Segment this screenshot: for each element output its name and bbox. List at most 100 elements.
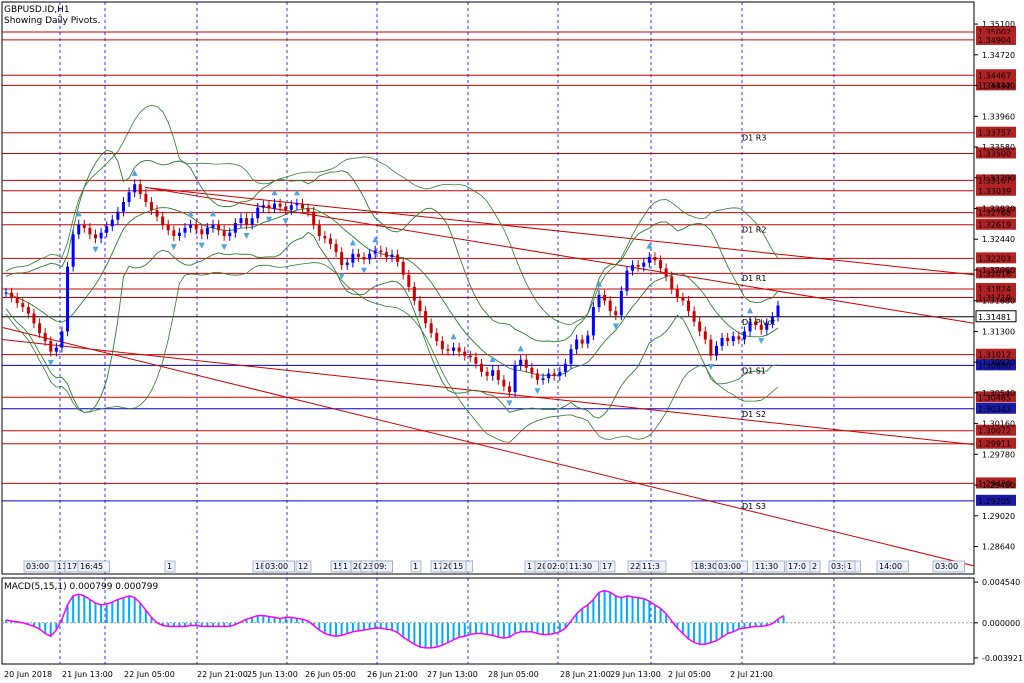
candle-body xyxy=(38,323,42,334)
fractal-up-marker xyxy=(489,355,496,362)
candle-body xyxy=(228,232,232,236)
candle-body xyxy=(664,268,668,277)
session-tag-label: 02:01 xyxy=(547,562,570,571)
level-price-label: 1.32203 xyxy=(978,254,1011,263)
fractal-up-marker xyxy=(349,239,356,246)
time-axis-label: 2 Jul 21:00 xyxy=(730,670,773,679)
candle-body xyxy=(535,373,539,380)
candle-body xyxy=(144,193,148,202)
session-tag-label: 12 xyxy=(298,562,308,571)
level-price-label: 1.34467 xyxy=(978,71,1011,80)
pivot-label: D1 S2 xyxy=(742,410,766,419)
session-tag-label: 1 xyxy=(343,562,348,571)
candle-body xyxy=(82,224,86,228)
level-price-label: 1.30343 xyxy=(978,405,1011,414)
candle-body xyxy=(345,262,349,266)
fractal-up-marker xyxy=(131,169,138,176)
level-price-label: 1.30485 xyxy=(978,393,1011,402)
candle-body xyxy=(116,211,120,220)
candle-body xyxy=(362,256,366,260)
level-price-box xyxy=(976,391,1016,403)
candle-body xyxy=(597,295,601,308)
session-tag-label: 11:30 xyxy=(569,562,592,571)
candle-body xyxy=(563,363,567,372)
candle-body xyxy=(440,341,444,350)
candle-body xyxy=(217,224,221,231)
candle-body xyxy=(435,333,439,342)
session-tag-label: 17 xyxy=(433,562,443,571)
candle-body xyxy=(401,261,405,275)
candle-body xyxy=(530,367,534,374)
macd-tick-label: 0.004540 xyxy=(982,578,1020,587)
fractal-up-marker xyxy=(646,242,653,249)
candle-body xyxy=(88,227,92,235)
session-tag-box xyxy=(371,560,393,573)
pivot-label-group: D1 R3 D1 R2 D1 R1 D1 Pivot D1 S1 D1 S2 D1 S3 xyxy=(742,133,775,511)
bollinger-lower xyxy=(5,231,779,419)
session-tag-label: 09: xyxy=(374,562,387,571)
candle-body xyxy=(759,324,763,330)
session-tag-box xyxy=(809,560,821,573)
fractal-markers xyxy=(47,169,765,407)
fractal-up-marker xyxy=(450,333,457,340)
pivot-label: D1 S3 xyxy=(742,502,766,511)
candle-body xyxy=(99,232,103,239)
candle-body xyxy=(541,378,545,380)
level-price-box xyxy=(976,184,1016,196)
candle-body xyxy=(200,229,204,235)
macd-label: MACD(5,15,1) 0.000799 0.000799 xyxy=(4,582,159,592)
level-price-box xyxy=(976,402,1016,414)
price-tick-label: 1.28640 xyxy=(982,543,1015,552)
level-price-label: 1.32768 xyxy=(978,209,1011,218)
candle-body xyxy=(15,297,19,304)
candle-body xyxy=(692,311,696,322)
candle-body xyxy=(642,262,646,267)
session-tag-box xyxy=(715,560,748,573)
pivot-subtitle: Showing Daily Pivots. xyxy=(4,16,100,26)
candle-body xyxy=(166,224,170,231)
candle-body xyxy=(306,208,310,212)
candle-body xyxy=(765,323,769,330)
candle-body xyxy=(183,227,187,233)
price-tick-label: 1.32820 xyxy=(982,204,1015,213)
candle-body xyxy=(659,260,663,269)
price-tick-label: 1.29780 xyxy=(982,450,1015,459)
candle-body xyxy=(619,290,623,316)
session-tag-box xyxy=(262,560,295,573)
fractal-down-marker xyxy=(198,242,205,249)
level-price-label: 1.31824 xyxy=(978,285,1011,294)
session-tag-label: 17 xyxy=(602,562,612,571)
time-axis-label: 26 Jun 21:00 xyxy=(367,670,418,679)
price-tick-label: 1.29020 xyxy=(982,512,1015,521)
candle-body xyxy=(558,371,562,376)
level-price-box xyxy=(976,252,1016,264)
candle-body xyxy=(703,331,707,340)
main-panel-frame xyxy=(1,1,975,575)
candle-body xyxy=(94,234,98,239)
candle-body xyxy=(524,359,528,368)
pivot-label: D1 R3 xyxy=(742,133,766,142)
session-tag-label: 20 xyxy=(353,562,363,571)
level-price-label: 1.34342 xyxy=(978,81,1011,90)
candle-body xyxy=(312,211,316,225)
time-axis-label: 29 Jun 13:00 xyxy=(610,670,661,679)
level-price-label: 1.32619 xyxy=(978,221,1011,230)
trend-line xyxy=(144,186,975,276)
candle-body xyxy=(396,254,400,262)
candle-body xyxy=(681,297,685,301)
candle-body xyxy=(412,286,416,301)
candle-body xyxy=(714,345,718,356)
level-price-box xyxy=(976,147,1016,159)
session-tags: 03:001117:3016:45118:3003:00121512023:30… xyxy=(23,560,965,573)
session-tag-box xyxy=(876,560,909,573)
time-axis-label: 2 Jul 05:00 xyxy=(668,670,711,679)
candle-body xyxy=(295,203,299,206)
time-axis-label: 28 Jun 21:00 xyxy=(560,670,611,679)
fractal-up-marker xyxy=(187,210,194,217)
level-price-label: 1.35002 xyxy=(978,28,1011,37)
time-axis-label: 22 Jun 05:00 xyxy=(124,670,175,679)
pivot-label: D1 R1 xyxy=(742,274,766,283)
level-price-box xyxy=(976,283,1016,295)
candle-body xyxy=(698,321,702,332)
